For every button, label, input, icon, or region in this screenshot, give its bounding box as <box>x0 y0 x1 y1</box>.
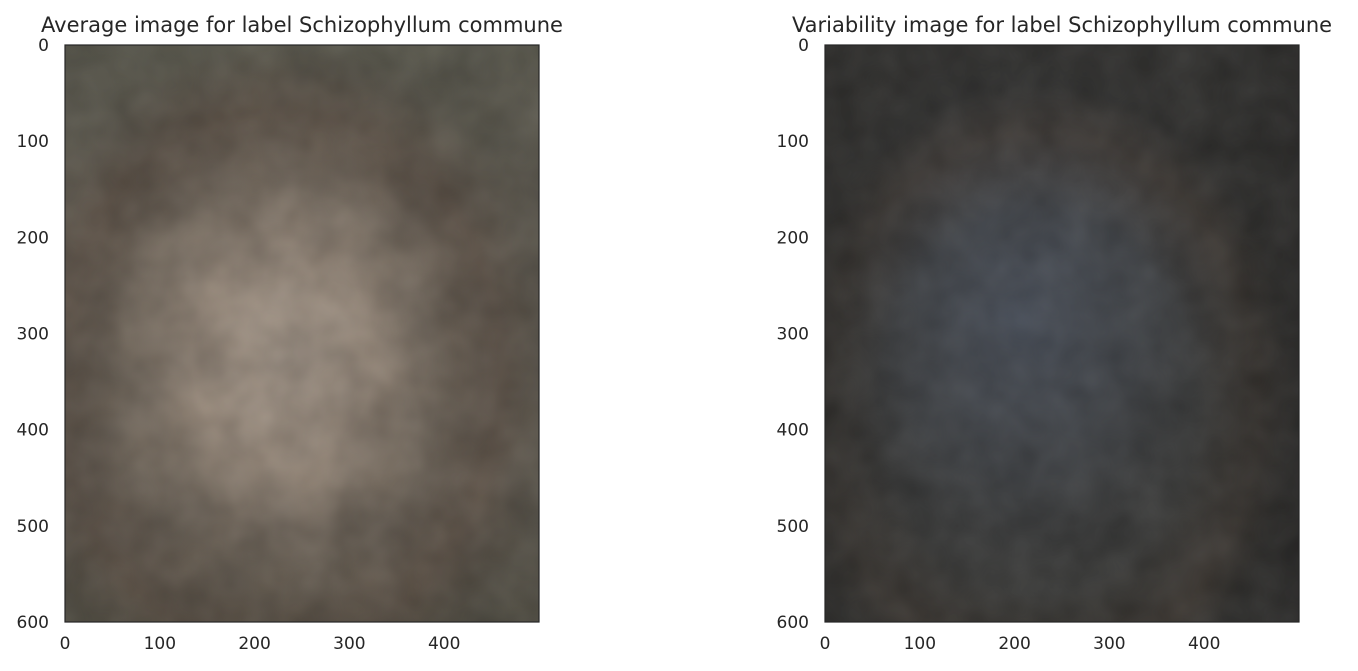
y-tick-label: 400 <box>777 421 809 441</box>
axes-frame <box>64 44 540 623</box>
y-tick-label: 200 <box>777 228 809 248</box>
x-tick-label: 300 <box>333 634 365 654</box>
image-texture-light <box>65 45 539 622</box>
x-tick-label: 0 <box>60 634 71 654</box>
panel-title: Average image for label Schizophyllum co… <box>41 13 563 37</box>
x-ticks: 0 100 200 300 400 <box>60 634 461 654</box>
x-tick-label: 200 <box>238 634 270 654</box>
image-area <box>65 45 539 622</box>
x-tick-label: 200 <box>998 634 1030 654</box>
x-tick-label: 400 <box>428 634 460 654</box>
y-tick-label: 300 <box>17 325 49 345</box>
x-tick-label: 300 <box>1093 634 1125 654</box>
y-ticks: 0 100 200 300 400 500 600 <box>17 36 49 633</box>
y-tick-label: 100 <box>777 132 809 152</box>
y-ticks: 0 100 200 300 400 500 600 <box>777 36 809 633</box>
x-tick-label: 400 <box>1188 634 1220 654</box>
image-texture-light <box>825 45 1299 622</box>
image-area <box>825 45 1299 622</box>
x-tick-label: 100 <box>144 634 176 654</box>
x-tick-label: 100 <box>904 634 936 654</box>
x-ticks: 0 100 200 300 400 <box>820 634 1221 654</box>
y-tick-label: 0 <box>798 36 809 56</box>
y-tick-label: 300 <box>777 325 809 345</box>
y-tick-label: 400 <box>17 421 49 441</box>
y-tick-label: 500 <box>17 517 49 537</box>
y-tick-label: 100 <box>17 132 49 152</box>
y-tick-label: 600 <box>17 613 49 633</box>
y-tick-label: 500 <box>777 517 809 537</box>
y-tick-label: 200 <box>17 228 49 248</box>
variability-image-panel: Variability image for label Schizophyllu… <box>777 13 1333 654</box>
axes-frame <box>824 44 1300 623</box>
average-image-panel: Average image for label Schizophyllum co… <box>17 13 563 654</box>
panel-title: Variability image for label Schizophyllu… <box>792 13 1332 37</box>
y-tick-label: 600 <box>777 613 809 633</box>
y-tick-label: 0 <box>38 36 49 56</box>
x-tick-label: 0 <box>820 634 831 654</box>
